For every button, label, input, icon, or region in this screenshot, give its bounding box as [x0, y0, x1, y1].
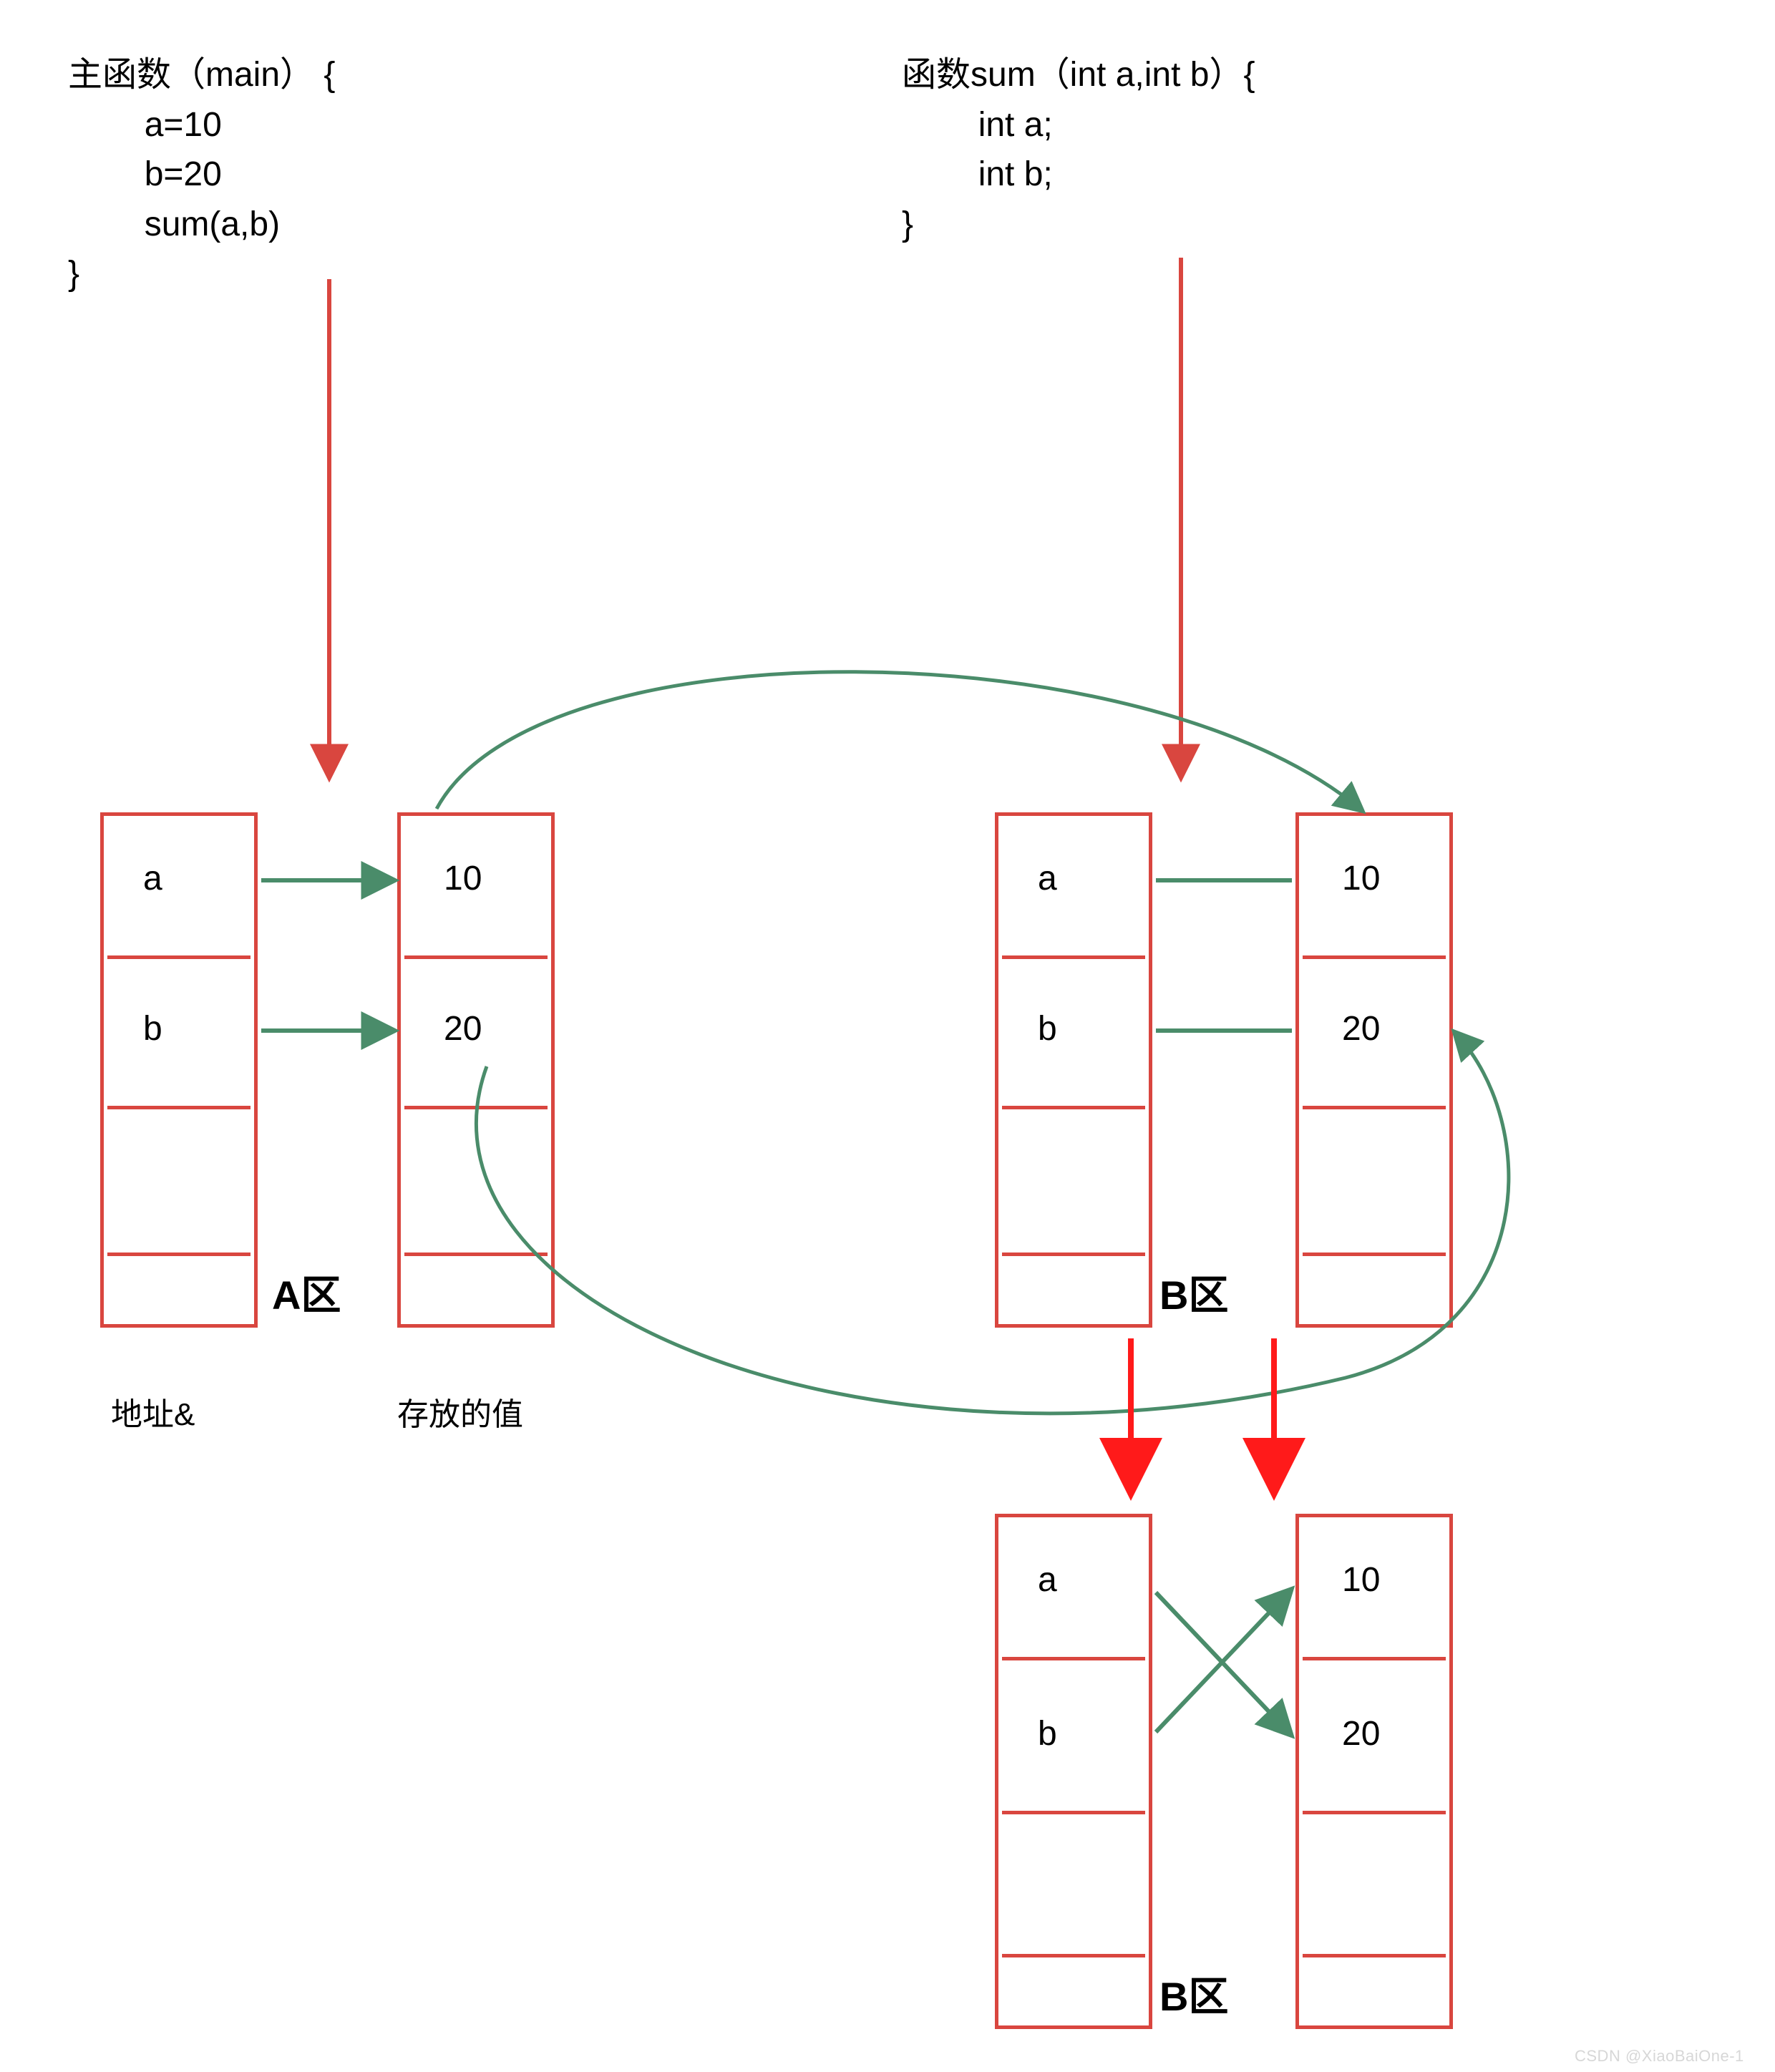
divider: [1303, 1657, 1446, 1660]
divider: [107, 1106, 251, 1109]
region-b-bottom-addr-box: [995, 1514, 1152, 2029]
divider: [1002, 955, 1145, 959]
cell-10: 10: [1342, 859, 1380, 898]
region-a-label: A区: [272, 1263, 341, 1321]
divider: [1002, 1954, 1145, 1957]
region-b-bottom-label: B区: [1159, 1965, 1228, 2023]
divider: [1303, 1253, 1446, 1256]
cell-a: a: [1038, 859, 1057, 898]
cell-20: 20: [1342, 1714, 1380, 1754]
watermark: CSDN @XiaoBaiOne-1: [1575, 2047, 1744, 2066]
caption-val: 存放的值: [397, 1388, 523, 1434]
divider: [404, 1253, 548, 1256]
divider: [1303, 955, 1446, 959]
cell-a: a: [1038, 1560, 1057, 1600]
cell-10: 10: [1342, 1560, 1380, 1600]
region-b-top-label: B区: [1159, 1263, 1228, 1321]
cell-10: 10: [444, 859, 482, 898]
cell-a: a: [143, 859, 162, 898]
code-block-sum: 函数sum（int a,int b）{ int a; int b; }: [902, 50, 1255, 249]
arrow-overlay: [0, 0, 1775, 2072]
divider: [1002, 1106, 1145, 1109]
divider: [107, 955, 251, 959]
divider: [404, 955, 548, 959]
cell-20: 20: [444, 1009, 482, 1049]
divider: [1002, 1253, 1145, 1256]
caption-addr: 地址&: [111, 1388, 195, 1434]
cell-b: b: [143, 1009, 162, 1049]
region-b-top-addr-box: [995, 812, 1152, 1328]
divider: [1303, 1811, 1446, 1814]
arrow-cross-a-to-20: [1156, 1592, 1288, 1732]
divider: [1002, 1657, 1145, 1660]
code-block-main: 主函数（main） { a=10 b=20 sum(a,b) }: [68, 50, 335, 299]
divider: [1002, 1811, 1145, 1814]
curve-a-val-to-b-val-top: [437, 672, 1360, 809]
region-a-addr-box: [100, 812, 258, 1328]
divider: [404, 1106, 548, 1109]
divider: [107, 1253, 251, 1256]
cell-20: 20: [1342, 1009, 1380, 1049]
divider: [1303, 1106, 1446, 1109]
cell-b: b: [1038, 1714, 1057, 1754]
arrow-cross-b-to-10: [1156, 1592, 1288, 1732]
cell-b: b: [1038, 1009, 1057, 1049]
divider: [1303, 1954, 1446, 1957]
